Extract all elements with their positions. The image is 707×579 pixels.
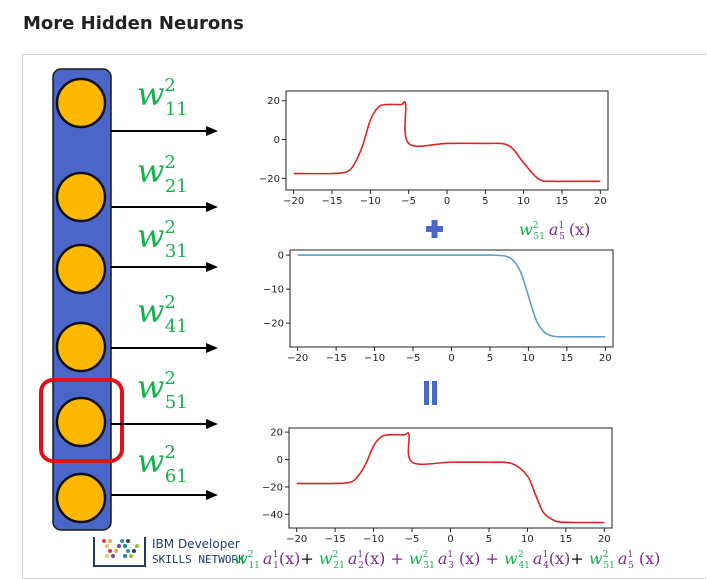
weight-label-31: w2 31 [137,217,188,262]
x-tick-label: 0 [448,353,454,364]
x-tick-label: 20 [598,534,611,545]
x-tick-label: −20 [286,534,307,545]
weight-label-21: w2 21 [137,152,188,197]
y-tick-label: 0 [278,251,284,262]
neuron-2 [55,171,107,223]
chart-bottom: −20 −15 −10 −5 0 5 10 15 20 20 0 −20 −40 [262,427,613,545]
weight-label-61: w2 61 [137,442,188,487]
x-tick-label: −15 [321,196,342,207]
x-tick-label: −5 [405,534,420,545]
x-tick-label: 10 [522,353,535,364]
x-tick-label: 0 [447,534,453,545]
weight-label-11: w2 11 [137,75,188,120]
neuron-5 [55,396,107,448]
x-tick-label: 15 [556,196,569,207]
x-tick-label: 15 [560,353,573,364]
neuron-3 [55,243,107,295]
y-tick-label: −20 [259,174,280,185]
weight-labels: w2 11 w2 21 w2 31 w2 41 w2 51 w2 61 [137,75,188,487]
plus-icon [426,220,443,238]
neuron-highlight [39,378,124,463]
arrow-1 [111,126,218,136]
neurons [55,77,107,524]
brand-line1: IBM Developer [152,537,240,551]
weight-label-51: w2 51 [137,368,188,413]
x-tick-label: 5 [487,353,493,364]
x-tick-label: −20 [287,353,308,364]
y-tick-label: 0 [277,455,283,466]
x-tick-label: −5 [401,196,416,207]
x-tick-label: 5 [482,196,488,207]
y-tick-label: −20 [262,482,283,493]
series-line [296,432,605,524]
x-tick-label: −10 [364,353,385,364]
weight-label-41: w2 41 [137,292,188,337]
x-tick-label: 10 [521,534,534,545]
x-tick-label: −10 [363,534,384,545]
neuron-4 [55,321,107,373]
x-tick-label: 0 [444,196,450,207]
y-tick-label: −40 [262,510,283,521]
page-title: More Hidden Neurons [23,13,244,34]
chart-top: −20 −15 −10 −5 0 5 10 15 20 20 0 −20 [259,90,609,207]
x-tick-label: 20 [599,353,612,364]
x-tick-label: −15 [326,353,347,364]
neuron-1 [55,77,107,129]
formula: w2 11 a1 1(x)+ w2 21 a1 2(x) + w2 31 a1 3 (x) + w… [234,549,660,571]
x-tick-label: 20 [594,196,607,207]
y-tick-label: 20 [270,428,283,439]
x-tick-label: −20 [283,196,304,207]
x-tick-label: −10 [360,196,381,207]
x-tick-label: 15 [559,534,572,545]
arrow-3 [111,262,218,272]
x-tick-label: −5 [406,353,421,364]
y-tick-label: −20 [263,319,284,330]
y-tick-label: 20 [267,96,280,107]
plot-area [289,249,614,348]
arrow-4 [111,343,218,353]
ibm-logo [93,537,146,567]
arrow-2 [111,202,218,212]
y-tick-label: −10 [263,285,284,296]
chart-middle: −20 −15 −10 −5 0 5 10 15 20 0 −10 −20 [263,249,614,364]
plot-area [288,427,613,529]
weight-arrows [111,126,218,500]
x-tick-label: 10 [517,196,530,207]
neuron-6 [55,472,107,524]
x-tick-label: −15 [325,534,346,545]
series-line [293,100,601,183]
term-label: w2 51 a1 5 (x) [519,220,590,242]
equals-icon [424,381,437,405]
series-line [297,254,606,338]
arrow-5 [111,419,218,429]
plot-area [285,90,609,191]
x-tick-label: 5 [486,534,492,545]
y-tick-label: 0 [274,135,280,146]
brand-line2: SKILLS NETWORK [152,553,245,566]
arrow-6 [111,490,218,500]
